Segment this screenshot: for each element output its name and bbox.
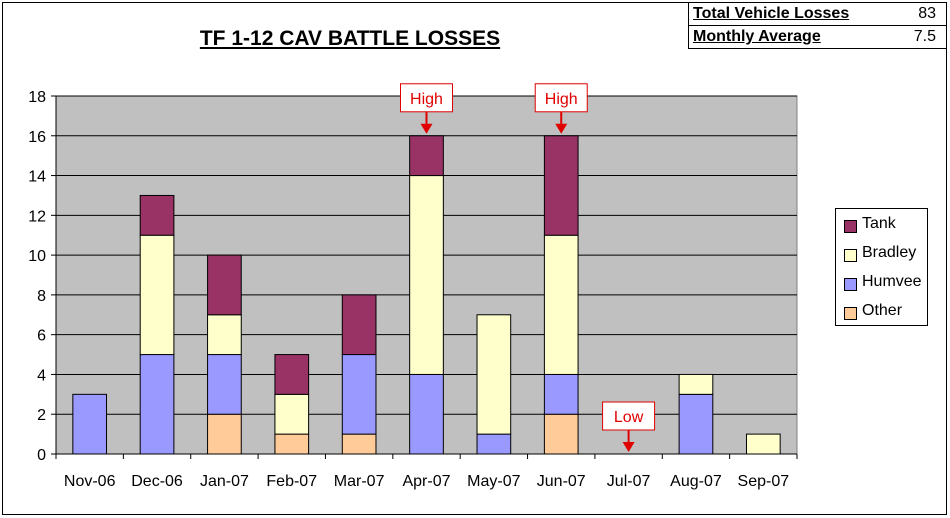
annotation-callout-box (534, 83, 588, 113)
annotation-label-high: High (410, 91, 443, 108)
y-tick-label: 4 (37, 367, 46, 384)
y-tick-label: 2 (37, 407, 46, 424)
bar-humvee-mar-07 (341, 354, 377, 435)
bar-tank-jun-07 (543, 135, 579, 236)
bar-other-jan-07 (207, 413, 242, 455)
bar-humvee-dec-06 (139, 354, 175, 455)
total-losses-value: 83 (918, 5, 936, 22)
bar-other-feb-07 (274, 433, 310, 455)
bar-humvee-nov-06 (72, 393, 108, 455)
x-tick-label: Dec-06 (131, 473, 183, 490)
y-tick-label: 14 (28, 169, 46, 186)
legend-swatch-tank (844, 220, 857, 233)
bar-tank-apr-07 (409, 135, 444, 177)
legend-label-humvee: Humvee (862, 273, 922, 290)
annotation-callout-box (400, 83, 453, 113)
bar-other-mar-07 (341, 433, 377, 455)
y-tick-label: 16 (28, 129, 46, 146)
x-tick-label: Jul-07 (607, 473, 651, 490)
bar-bradley-may-07 (476, 314, 512, 435)
annotation-arrow-head (622, 442, 635, 452)
bar-humvee-apr-07 (409, 373, 444, 455)
bar-bradley-dec-06 (139, 234, 175, 356)
annotation-label-high: High (545, 91, 578, 108)
y-tick-label: 10 (28, 248, 46, 265)
bar-bradley-aug-07 (678, 373, 714, 395)
bar-bradley-apr-07 (409, 175, 444, 375)
legend-swatch-humvee (844, 278, 857, 291)
total-losses-row: Total Vehicle Losses 83 (689, 3, 946, 26)
x-tick-label: Jan-07 (200, 473, 249, 490)
monthly-average-label: Monthly Average (693, 28, 821, 45)
chart-legend: Tank Bradley Humvee Other (835, 208, 928, 326)
monthly-average-row: Monthly Average 7.5 (689, 26, 946, 48)
chart-title: TF 1-12 CAV BATTLE LOSSES (199, 27, 501, 50)
annotation-arrow-head (420, 123, 433, 134)
legend-swatch-bradley (844, 249, 857, 262)
y-tick-label: 8 (37, 288, 46, 305)
x-tick-label: Sep-07 (738, 473, 790, 490)
bar-other-jun-07 (543, 413, 579, 455)
bar-tank-dec-06 (139, 194, 175, 236)
x-tick-label: Jun-07 (537, 473, 586, 490)
y-tick-label: 6 (37, 328, 46, 345)
legend-swatch-other (844, 307, 857, 320)
x-tick-label: Mar-07 (334, 473, 385, 490)
x-tick-label: Apr-07 (402, 473, 450, 490)
annotation-label-low: Low (614, 409, 644, 426)
bar-humvee-aug-07 (678, 393, 714, 455)
y-tick-label: 0 (37, 447, 46, 464)
annotation-callout-box (602, 401, 656, 431)
x-tick-label: Feb-07 (266, 473, 317, 490)
x-tick-label: May-07 (467, 473, 520, 490)
bar-bradley-jan-07 (207, 314, 242, 356)
bar-humvee-may-07 (476, 433, 512, 455)
monthly-average-value: 7.5 (913, 28, 936, 45)
total-losses-label: Total Vehicle Losses (693, 5, 850, 22)
x-tick-label: Aug-07 (670, 473, 722, 490)
y-tick-label: 18 (28, 89, 46, 106)
bar-bradley-sep-07 (745, 433, 781, 455)
bar-bradley-jun-07 (543, 234, 579, 375)
bar-bradley-feb-07 (274, 393, 310, 435)
legend-label-other: Other (862, 302, 903, 319)
legend-label-bradley: Bradley (862, 244, 917, 261)
bar-tank-jan-07 (207, 254, 242, 316)
legend-label-tank: Tank (862, 215, 896, 232)
bar-tank-feb-07 (274, 354, 310, 395)
bar-humvee-jun-07 (543, 373, 579, 415)
bar-tank-mar-07 (341, 294, 377, 356)
y-tick-label: 12 (28, 208, 46, 225)
annotation-arrow-head (555, 123, 568, 134)
x-tick-label: Nov-06 (64, 473, 116, 490)
stats-box: Total Vehicle Losses 83 Monthly Average … (688, 2, 947, 49)
bar-humvee-jan-07 (207, 354, 242, 415)
